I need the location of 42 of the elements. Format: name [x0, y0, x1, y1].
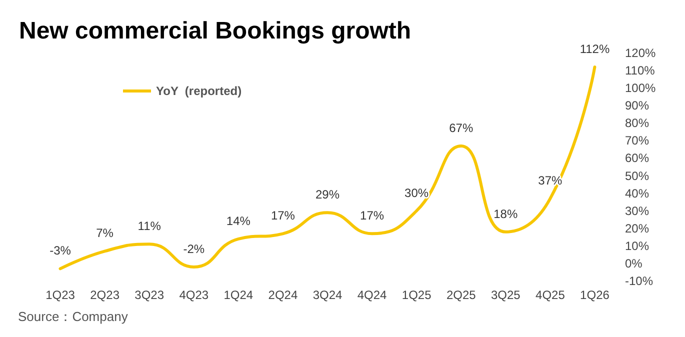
x-tick-label: 1Q24	[224, 288, 254, 302]
y-tick-label: 110%	[625, 64, 656, 78]
x-tick-label: 1Q25	[402, 288, 432, 302]
chart-title: New commercial Bookings growth	[19, 18, 412, 44]
y-tick-label: 60%	[625, 151, 650, 166]
data-label: 17%	[360, 208, 384, 223]
x-tick-label: 4Q23	[179, 288, 209, 302]
x-tick-label: 4Q25	[536, 288, 566, 302]
x-tick-label: 1Q26	[580, 288, 610, 302]
x-tick-label: 3Q25	[490, 288, 521, 302]
y-tick-label: 20%	[625, 221, 650, 236]
data-label: 17%	[270, 208, 296, 223]
x-tick-label: 3Q24	[312, 288, 342, 302]
data-label: 7%	[96, 226, 114, 240]
source-note: Source：Company	[18, 309, 128, 324]
data-label: 67%	[449, 120, 474, 135]
data-label: 29%	[315, 188, 340, 202]
x-tick-label: 2Q25	[446, 288, 476, 302]
y-tick-label: 100%	[625, 81, 656, 96]
data-label: 11%	[138, 219, 162, 234]
y-tick-label: 50%	[625, 168, 650, 183]
x-tick-label: 2Q24	[268, 288, 298, 302]
data-label: -3%	[50, 244, 72, 258]
y-tick-label: 30%	[625, 204, 650, 218]
y-tick-label: 120%	[625, 46, 656, 60]
y-tick-label: 90%	[625, 98, 650, 113]
y-tick-label: 40%	[625, 186, 650, 200]
x-tick-label: 1Q23	[46, 288, 76, 302]
data-label: 14%	[226, 214, 251, 228]
data-label: 18%	[494, 206, 518, 221]
data-label: 112%	[580, 42, 610, 56]
x-tick-label: 2Q23	[90, 288, 120, 302]
x-tick-label: 3Q23	[134, 288, 164, 302]
y-tick-label: 0%	[625, 256, 643, 270]
legend-label: YoY (reported)	[156, 84, 242, 98]
y-tick-label: -10%	[625, 274, 654, 288]
y-tick-label: 70%	[625, 134, 650, 148]
x-tick-label: 4Q24	[357, 288, 388, 302]
data-label: -2%	[183, 242, 205, 256]
data-label: 30%	[404, 186, 429, 200]
y-tick-label: 80%	[625, 116, 650, 130]
y-tick-label: 10%	[625, 238, 650, 253]
